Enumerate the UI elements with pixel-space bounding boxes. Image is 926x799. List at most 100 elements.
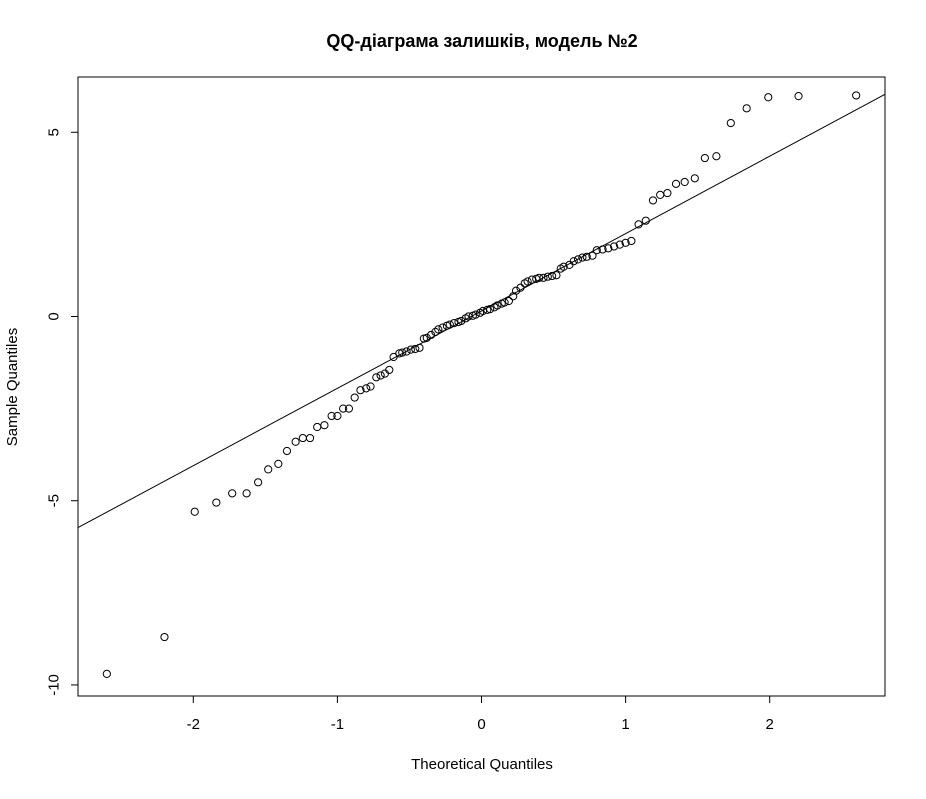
data-point: [552, 271, 561, 280]
data-point: [663, 188, 672, 198]
data-point: [264, 465, 273, 474]
points-layer: [102, 91, 861, 678]
data-point: [794, 92, 803, 101]
data-point: [415, 343, 424, 352]
x-axis-label: Theoretical Quantiles: [411, 756, 553, 773]
data-point: [282, 446, 292, 456]
data-point: [535, 273, 544, 282]
data-point: [160, 632, 169, 642]
y-tick-label: -5: [46, 494, 63, 507]
data-point: [548, 271, 557, 281]
data-point: [742, 104, 751, 113]
data-point: [339, 404, 348, 413]
data-point: [305, 433, 315, 443]
data-point: [445, 320, 454, 329]
chart-title: QQ-діаграма залишків, модель №2: [326, 31, 637, 51]
data-point: [592, 246, 601, 255]
data-point: [242, 489, 251, 498]
data-point: [712, 152, 721, 161]
data-point: [356, 386, 365, 395]
data-point: [422, 333, 431, 342]
data-point: [634, 220, 643, 229]
data-point: [212, 498, 221, 507]
x-tick-label: 0: [477, 716, 485, 733]
data-point: [690, 174, 699, 183]
data-point: [500, 298, 509, 307]
data-point: [621, 238, 630, 247]
data-point: [578, 253, 587, 262]
data-point: [291, 437, 300, 446]
data-point: [333, 411, 342, 421]
data-point: [350, 393, 359, 402]
data-point: [411, 344, 420, 354]
data-point: [569, 257, 578, 266]
data-point: [406, 345, 415, 354]
data-point: [450, 319, 459, 328]
data-point: [298, 433, 307, 443]
data-point: [588, 251, 597, 260]
y-tick-label: -10: [46, 674, 63, 696]
y-tick-label: 5: [46, 128, 63, 136]
data-point: [313, 422, 322, 432]
data-point: [471, 310, 480, 319]
data-point: [559, 262, 568, 271]
data-point: [726, 118, 735, 128]
data-point: [516, 283, 525, 292]
data-point: [573, 255, 583, 264]
data-point: [434, 325, 443, 334]
data-point: [366, 382, 375, 391]
x-tick-label: -1: [331, 716, 344, 733]
data-point: [504, 296, 513, 306]
data-point: [402, 347, 411, 356]
data-point: [511, 286, 521, 295]
data-point: [380, 369, 390, 378]
x-tick-label: 1: [621, 716, 629, 733]
y-axis-label: Sample Quantiles: [4, 328, 21, 446]
data-point: [648, 196, 658, 205]
data-point: [274, 459, 283, 468]
data-point: [486, 305, 495, 314]
data-point: [615, 240, 624, 249]
reference-line-layer: [77, 93, 886, 529]
data-point: [598, 245, 607, 254]
x-axis: -2 -1 0 1 2: [187, 695, 774, 733]
data-point: [102, 669, 111, 678]
data-point: [431, 327, 440, 337]
data-point: [190, 507, 199, 516]
data-point: [426, 330, 436, 340]
data-point: [438, 323, 447, 332]
data-point: [372, 373, 381, 382]
data-point: [764, 93, 773, 102]
data-point: [641, 216, 650, 225]
x-tick-label: 2: [766, 716, 774, 733]
data-point: [228, 489, 237, 498]
data-point: [609, 242, 619, 251]
data-point: [344, 404, 354, 413]
data-point: [523, 277, 532, 286]
data-point: [539, 273, 548, 282]
x-tick-label: -2: [187, 716, 200, 733]
y-tick-label: 0: [46, 312, 63, 320]
y-axis: -10 -5 0 5: [46, 128, 79, 696]
data-point: [385, 365, 394, 375]
data-point: [543, 272, 552, 281]
data-point: [671, 179, 681, 188]
qq-reference-line: [77, 93, 886, 529]
data-point: [493, 301, 502, 310]
data-point: [398, 348, 407, 357]
data-point: [389, 352, 398, 362]
data-point: [327, 411, 336, 421]
data-point: [656, 190, 665, 200]
data-point: [254, 478, 263, 487]
data-point: [604, 244, 613, 253]
data-point: [376, 371, 385, 380]
data-point: [852, 91, 861, 100]
data-point: [320, 421, 329, 430]
data-point: [700, 153, 709, 163]
data-point: [362, 384, 371, 393]
data-point: [582, 252, 591, 261]
data-point: [457, 316, 466, 326]
data-point: [680, 177, 689, 187]
